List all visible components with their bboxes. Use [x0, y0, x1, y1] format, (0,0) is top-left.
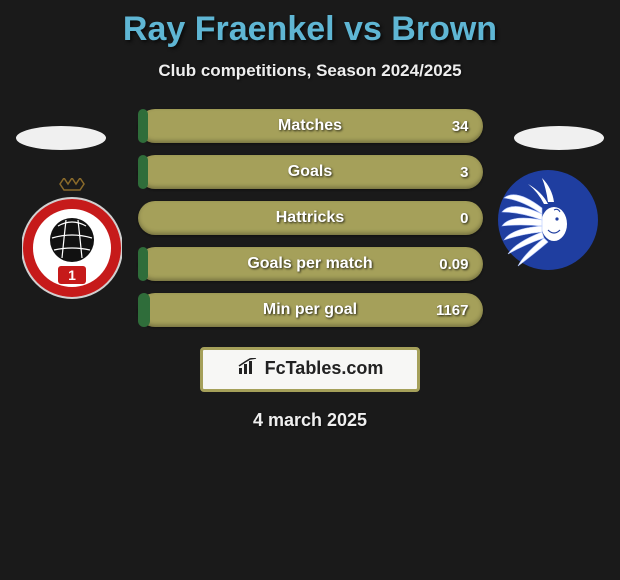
brand-badge[interactable]: FcTables.com	[200, 347, 420, 392]
stat-bar-value: 0	[460, 210, 468, 227]
stat-bar-label: Goals	[288, 163, 332, 181]
stat-bar: Goals 3	[138, 155, 483, 189]
stat-bar: Hattricks 0	[138, 201, 483, 235]
subtitle: Club competitions, Season 2024/2025	[0, 61, 620, 81]
stat-bar-value: 0.09	[439, 256, 468, 273]
stat-bar: Matches 34	[138, 109, 483, 143]
page-title: Ray Fraenkel vs Brown	[0, 0, 620, 49]
chart-icon	[237, 358, 259, 381]
stat-bar-label: Min per goal	[263, 301, 357, 319]
stat-bar-fill	[138, 109, 148, 143]
stat-bar-fill	[138, 155, 148, 189]
stat-bar-label: Hattricks	[276, 209, 344, 227]
player-left-ellipse	[16, 126, 106, 150]
stat-bar: Goals per match 0.09	[138, 247, 483, 281]
svg-text:1: 1	[68, 267, 76, 283]
stat-bar-value: 3	[460, 164, 468, 181]
stat-bar: Min per goal 1167	[138, 293, 483, 327]
club-crest-right	[498, 170, 598, 270]
crown-icon	[60, 178, 84, 190]
brand-text: FcTables.com	[265, 358, 384, 378]
club-crest-left: 1	[22, 178, 122, 278]
stat-bar-value: 34	[452, 118, 469, 135]
stat-bar-label: Goals per match	[247, 255, 372, 273]
stats-bars: Matches 34 Goals 3 Hattricks 0 Goals per match…	[138, 109, 483, 327]
player-right-ellipse	[514, 126, 604, 150]
stat-bar-value: 1167	[436, 302, 469, 319]
date-label: 4 march 2025	[0, 410, 620, 431]
stat-bar-fill	[138, 293, 150, 327]
stat-bar-fill	[138, 247, 148, 281]
stat-bar-label: Matches	[278, 117, 342, 135]
